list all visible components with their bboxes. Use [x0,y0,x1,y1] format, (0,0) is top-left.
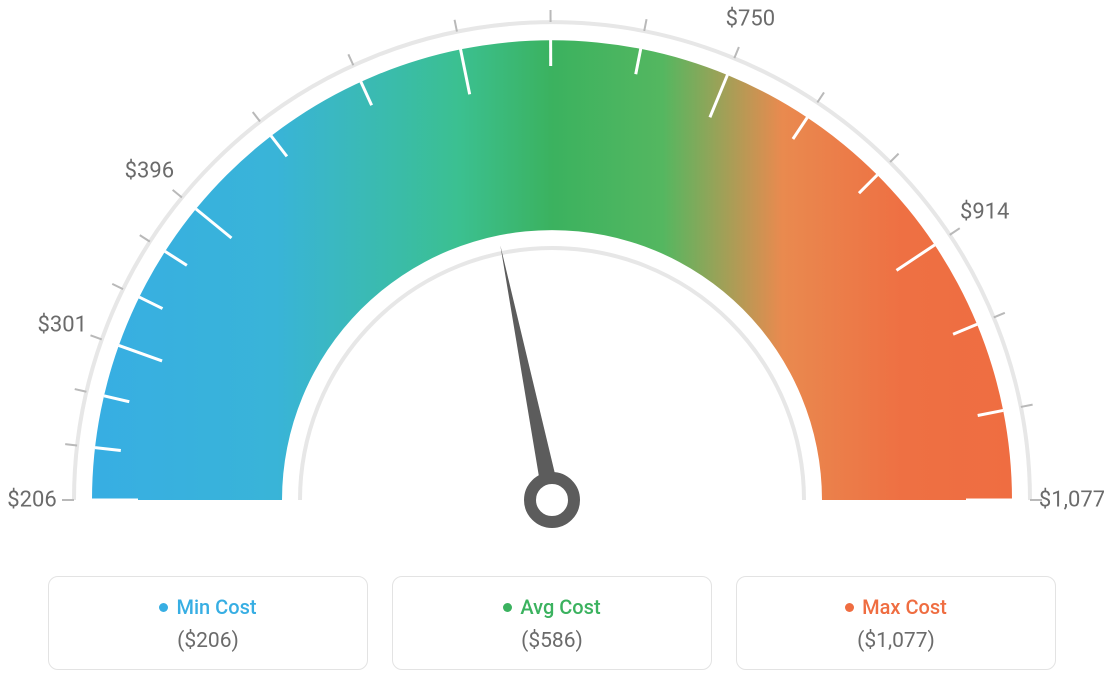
legend-label: Min Cost [176,595,256,619]
dot-icon [845,603,854,612]
legend-label: Avg Cost [520,595,600,619]
gauge-tick-label: $206 [7,488,56,513]
dot-icon [159,603,168,612]
legend-value: ($1,077) [747,629,1045,653]
gauge-tick-label: $396 [125,158,174,183]
legend-title-max: Max Cost [845,595,947,619]
gauge-tick-label: $750 [726,7,775,32]
legend-card-max: Max Cost ($1,077) [736,576,1056,670]
gauge-container: $206 $301 $396 $586 $750 $914 $1,077 [0,0,1104,560]
legend-title-min: Min Cost [159,595,256,619]
gauge-tick-label: $914 [960,199,1009,224]
legend-row: Min Cost ($206) Avg Cost ($586) Max Cost… [0,576,1104,670]
gauge-tick-label: $301 [37,313,86,338]
dot-icon [503,603,512,612]
legend-title-avg: Avg Cost [503,595,600,619]
gauge-tick-label: $1,077 [1039,488,1104,513]
legend-label: Max Cost [862,595,947,619]
legend-card-avg: Avg Cost ($586) [392,576,712,670]
gauge-svg [0,0,1104,560]
legend-card-min: Min Cost ($206) [48,576,368,670]
legend-value: ($586) [403,629,701,653]
legend-value: ($206) [59,629,357,653]
gauge-tick-label: $586 [424,0,473,3]
